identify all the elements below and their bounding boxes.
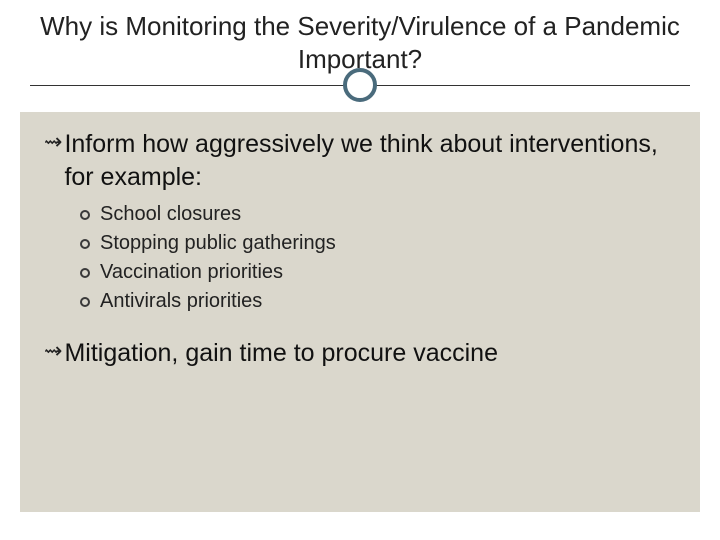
bullet-main-text: Inform how aggressively we think about i… bbox=[64, 128, 676, 193]
bullet-sub-text: School closures bbox=[100, 201, 241, 228]
body: ⇝ Inform how aggressively we think about… bbox=[20, 112, 700, 512]
bullet-sub-text: Stopping public gatherings bbox=[100, 230, 336, 257]
bullet-main-0: ⇝ Inform how aggressively we think about… bbox=[44, 128, 676, 193]
sub-list-0: School closures Stopping public gatherin… bbox=[80, 201, 676, 315]
bullet-glyph-icon: ⇝ bbox=[44, 128, 62, 156]
slide: Why is Monitoring the Severity/Virulence… bbox=[0, 0, 720, 540]
page-title: Why is Monitoring the Severity/Virulence… bbox=[40, 10, 680, 75]
bullet-glyph-icon: ⇝ bbox=[44, 337, 62, 365]
ring-icon bbox=[80, 210, 90, 220]
bullet-sub: School closures bbox=[80, 201, 676, 228]
bullet-sub: Vaccination priorities bbox=[80, 259, 676, 286]
circle-ornament bbox=[343, 68, 377, 102]
bullet-main-text: Mitigation, gain time to procure vaccine bbox=[64, 337, 498, 370]
ring-icon bbox=[80, 239, 90, 249]
bullet-sub-text: Vaccination priorities bbox=[100, 259, 283, 286]
bullet-sub: Antivirals priorities bbox=[80, 288, 676, 315]
header: Why is Monitoring the Severity/Virulence… bbox=[0, 0, 720, 75]
bullet-sub-text: Antivirals priorities bbox=[100, 288, 262, 315]
bullet-sub: Stopping public gatherings bbox=[80, 230, 676, 257]
ring-icon bbox=[80, 297, 90, 307]
ring-icon bbox=[80, 268, 90, 278]
bullet-main-1: ⇝ Mitigation, gain time to procure vacci… bbox=[44, 337, 676, 370]
